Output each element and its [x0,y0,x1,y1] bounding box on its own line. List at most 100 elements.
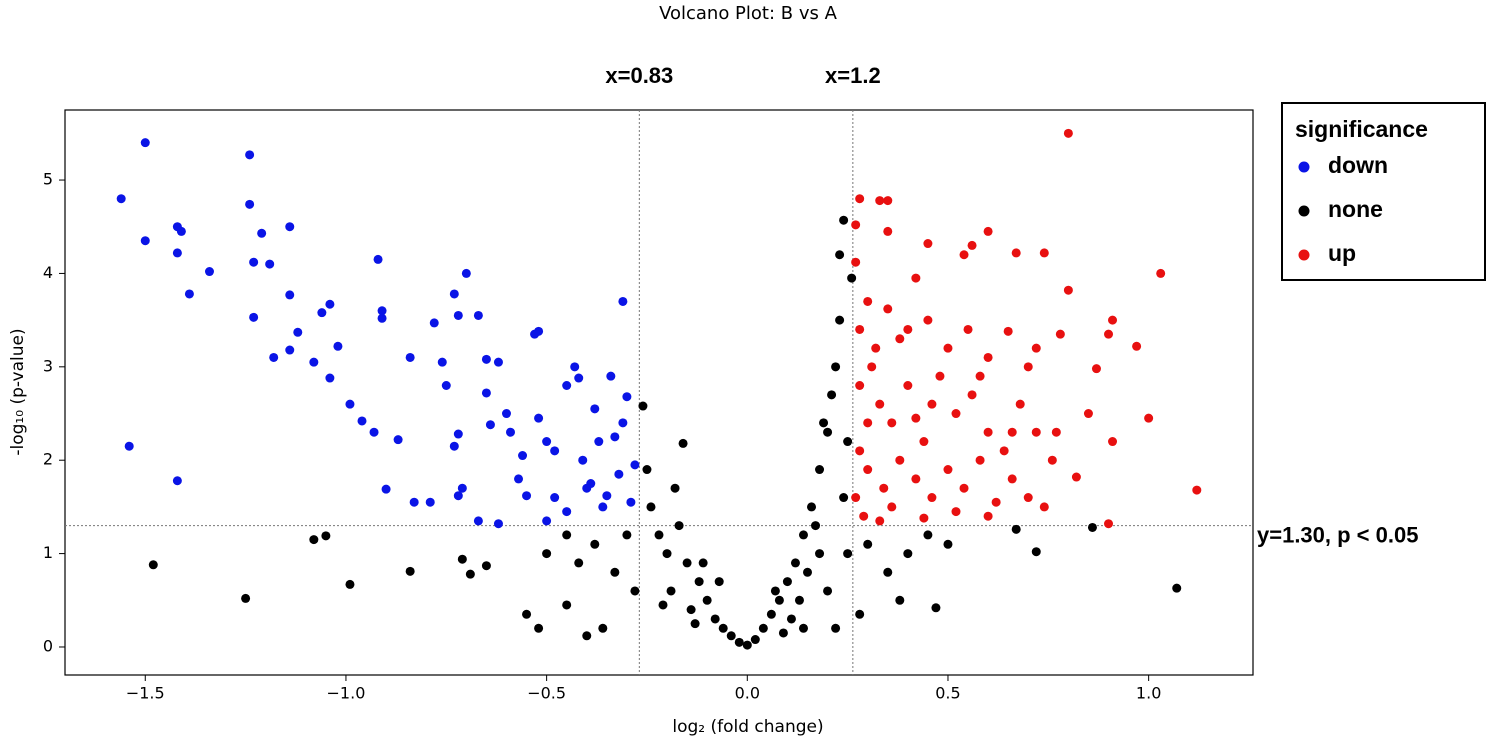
point [963,324,973,334]
point [245,150,255,160]
point [176,226,186,236]
point [911,474,921,484]
point [758,623,768,633]
point [967,390,977,400]
point [461,268,471,278]
point [734,637,744,647]
point [345,579,355,589]
point [835,250,845,260]
threshold-label: x=0.83 [605,63,673,88]
y-tick-label: 2 [43,450,53,469]
point [807,502,817,512]
point [794,595,804,605]
point [831,362,841,372]
x-axis-label: log₂ (fold change) [672,717,823,737]
point [999,446,1009,456]
point [534,413,544,423]
point [449,289,459,299]
legend-title: significance [1295,116,1428,142]
point [602,491,612,501]
point [798,530,808,540]
point [562,530,572,540]
point [441,380,451,390]
point [879,483,889,493]
legend-label: down [1328,152,1388,178]
point [1063,285,1073,295]
point [863,418,873,428]
point [766,609,776,619]
point [501,409,511,419]
y-tick-label: 3 [43,356,53,375]
point [562,507,572,517]
point [698,558,708,568]
point [690,619,700,629]
point [574,373,584,383]
threshold-label: y=1.30, p < 0.05 [1257,522,1418,547]
point [257,228,267,238]
point [570,362,580,372]
point [863,539,873,549]
point [393,435,403,445]
point [457,554,467,564]
point [983,352,993,362]
point [911,413,921,423]
point [895,455,905,465]
point [285,290,295,300]
y-axis-label: -log₁₀ (p-value) [8,328,28,455]
legend-marker [1298,161,1310,173]
point [927,493,937,503]
point [975,371,985,381]
point [481,388,491,398]
point [562,380,572,390]
point [638,401,648,411]
point [630,460,640,470]
point [883,196,893,206]
point [903,324,913,334]
point [883,304,893,314]
point [1055,329,1065,339]
point [959,483,969,493]
point [714,577,724,587]
point [614,469,624,479]
point [943,539,953,549]
point [750,635,760,645]
point [903,549,913,559]
point [943,343,953,353]
point [241,593,251,603]
point [493,519,503,529]
point [598,502,608,512]
point [1108,437,1118,447]
point [674,521,684,531]
x-tick-label: −0.5 [527,684,566,703]
point [666,586,676,596]
point [309,357,319,367]
point [626,497,636,507]
point [951,409,961,419]
point [710,614,720,624]
point [606,371,616,381]
point [883,226,893,236]
point [967,240,977,250]
point [983,511,993,521]
x-tick-label: −1.5 [126,684,165,703]
point [1104,329,1114,339]
point [742,640,752,650]
point [875,516,885,526]
point [425,497,435,507]
point [140,236,150,246]
point [851,257,861,267]
point [803,567,812,577]
point [325,299,335,309]
point [855,324,865,334]
point [847,273,857,283]
point [1003,326,1013,336]
point [887,502,897,512]
point [321,531,331,541]
point [883,567,893,577]
point [522,491,532,501]
point [594,437,604,447]
point [1132,341,1142,351]
point [670,483,680,493]
plot-area [64,109,1254,676]
point [895,595,905,605]
